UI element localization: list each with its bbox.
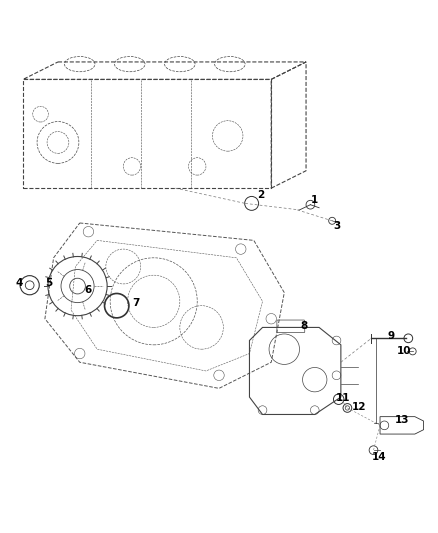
Text: 2: 2 [257,190,264,200]
Text: 13: 13 [395,415,409,425]
Text: 9: 9 [387,331,395,341]
Text: 7: 7 [133,298,140,309]
Text: 3: 3 [333,221,340,231]
Text: 10: 10 [397,346,411,357]
Text: 11: 11 [336,393,350,403]
Text: 5: 5 [45,278,52,288]
Text: 6: 6 [85,285,92,295]
Text: 12: 12 [352,402,367,411]
Text: 8: 8 [300,321,307,330]
Text: 4: 4 [15,278,22,288]
Text: 1: 1 [311,196,318,205]
Text: 14: 14 [371,452,386,462]
